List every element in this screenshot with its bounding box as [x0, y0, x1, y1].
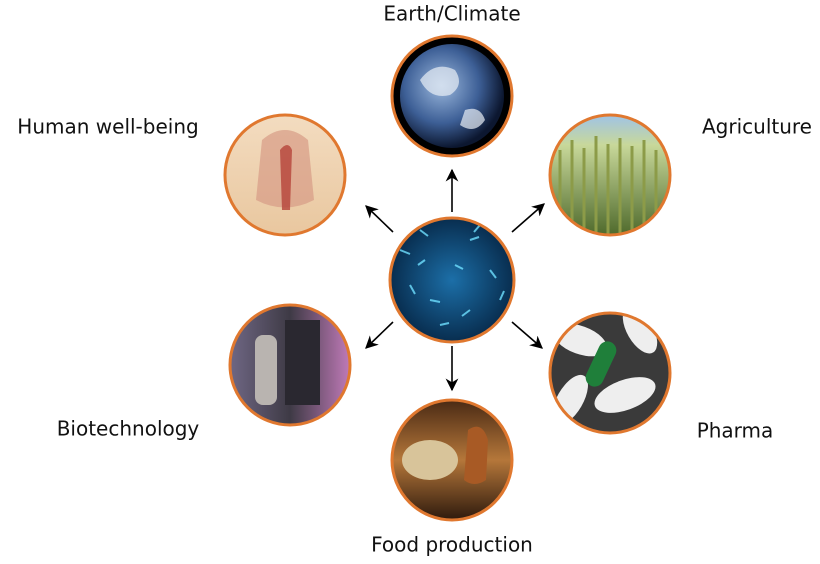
node-label: Earth/Climate: [383, 2, 520, 26]
arrow: [366, 206, 393, 232]
arrow: [512, 204, 544, 232]
node-label: Human well-being: [17, 115, 198, 139]
food-node: [392, 400, 512, 520]
agriculture-node: [550, 115, 670, 240]
earth-node: [392, 36, 512, 156]
node-label: Biotechnology: [57, 417, 200, 441]
center-node: [390, 218, 514, 342]
biotech-node: [230, 305, 350, 425]
pharma-node: [545, 301, 670, 433]
node-label: Pharma: [697, 419, 774, 443]
arrow: [366, 322, 393, 348]
human-node: [225, 115, 345, 235]
node-label: Food production: [371, 533, 533, 557]
diagram: Earth/Climate Human well-being Agricultu…: [0, 0, 820, 560]
arrow: [512, 322, 542, 348]
node-label: Agriculture: [702, 115, 812, 139]
